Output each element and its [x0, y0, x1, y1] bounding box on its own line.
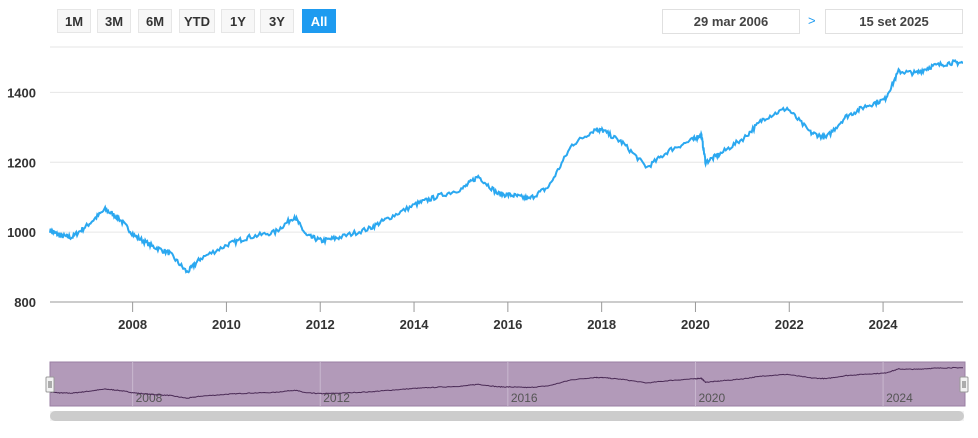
- y-tick-label: 1400: [7, 85, 36, 100]
- navigator-left-handle[interactable]: [45, 376, 55, 393]
- date-range-separator: >: [808, 13, 816, 28]
- y-tick-label: 1000: [7, 225, 36, 240]
- scrollbar-thumb[interactable]: [50, 411, 964, 421]
- date-from-input[interactable]: 29 mar 2006: [662, 9, 800, 34]
- range-button-6m[interactable]: 6M: [138, 9, 172, 33]
- x-tick-label: 2016: [493, 317, 522, 332]
- navigator-label: 2012: [323, 391, 350, 405]
- x-tick-label: 2014: [400, 317, 430, 332]
- range-button-3y[interactable]: 3Y: [260, 9, 294, 33]
- navigator-line: [49, 366, 963, 399]
- y-tick-label: 800: [14, 295, 36, 310]
- x-tick-label: 2022: [775, 317, 804, 332]
- range-button-3m[interactable]: 3M: [97, 9, 131, 33]
- x-tick-label: 2024: [869, 317, 899, 332]
- range-button-ytd[interactable]: YTD: [179, 9, 215, 33]
- navigator-right-handle[interactable]: [959, 376, 969, 393]
- navigator-label: 2020: [698, 391, 725, 405]
- price-line: [49, 58, 964, 274]
- date-to-input[interactable]: 15 set 2025: [825, 9, 963, 34]
- x-tick-label: 2010: [212, 317, 241, 332]
- range-button-1m[interactable]: 1M: [57, 9, 91, 33]
- y-tick-label: 1200: [7, 155, 36, 170]
- x-tick-label: 2020: [681, 317, 710, 332]
- navigator-label: 2016: [511, 391, 538, 405]
- x-tick-label: 2008: [118, 317, 147, 332]
- x-tick-label: 2012: [306, 317, 335, 332]
- range-button-1y[interactable]: 1Y: [221, 9, 255, 33]
- navigator-label: 2024: [886, 391, 913, 405]
- x-tick-label: 2018: [587, 317, 616, 332]
- range-button-all[interactable]: All: [302, 9, 336, 33]
